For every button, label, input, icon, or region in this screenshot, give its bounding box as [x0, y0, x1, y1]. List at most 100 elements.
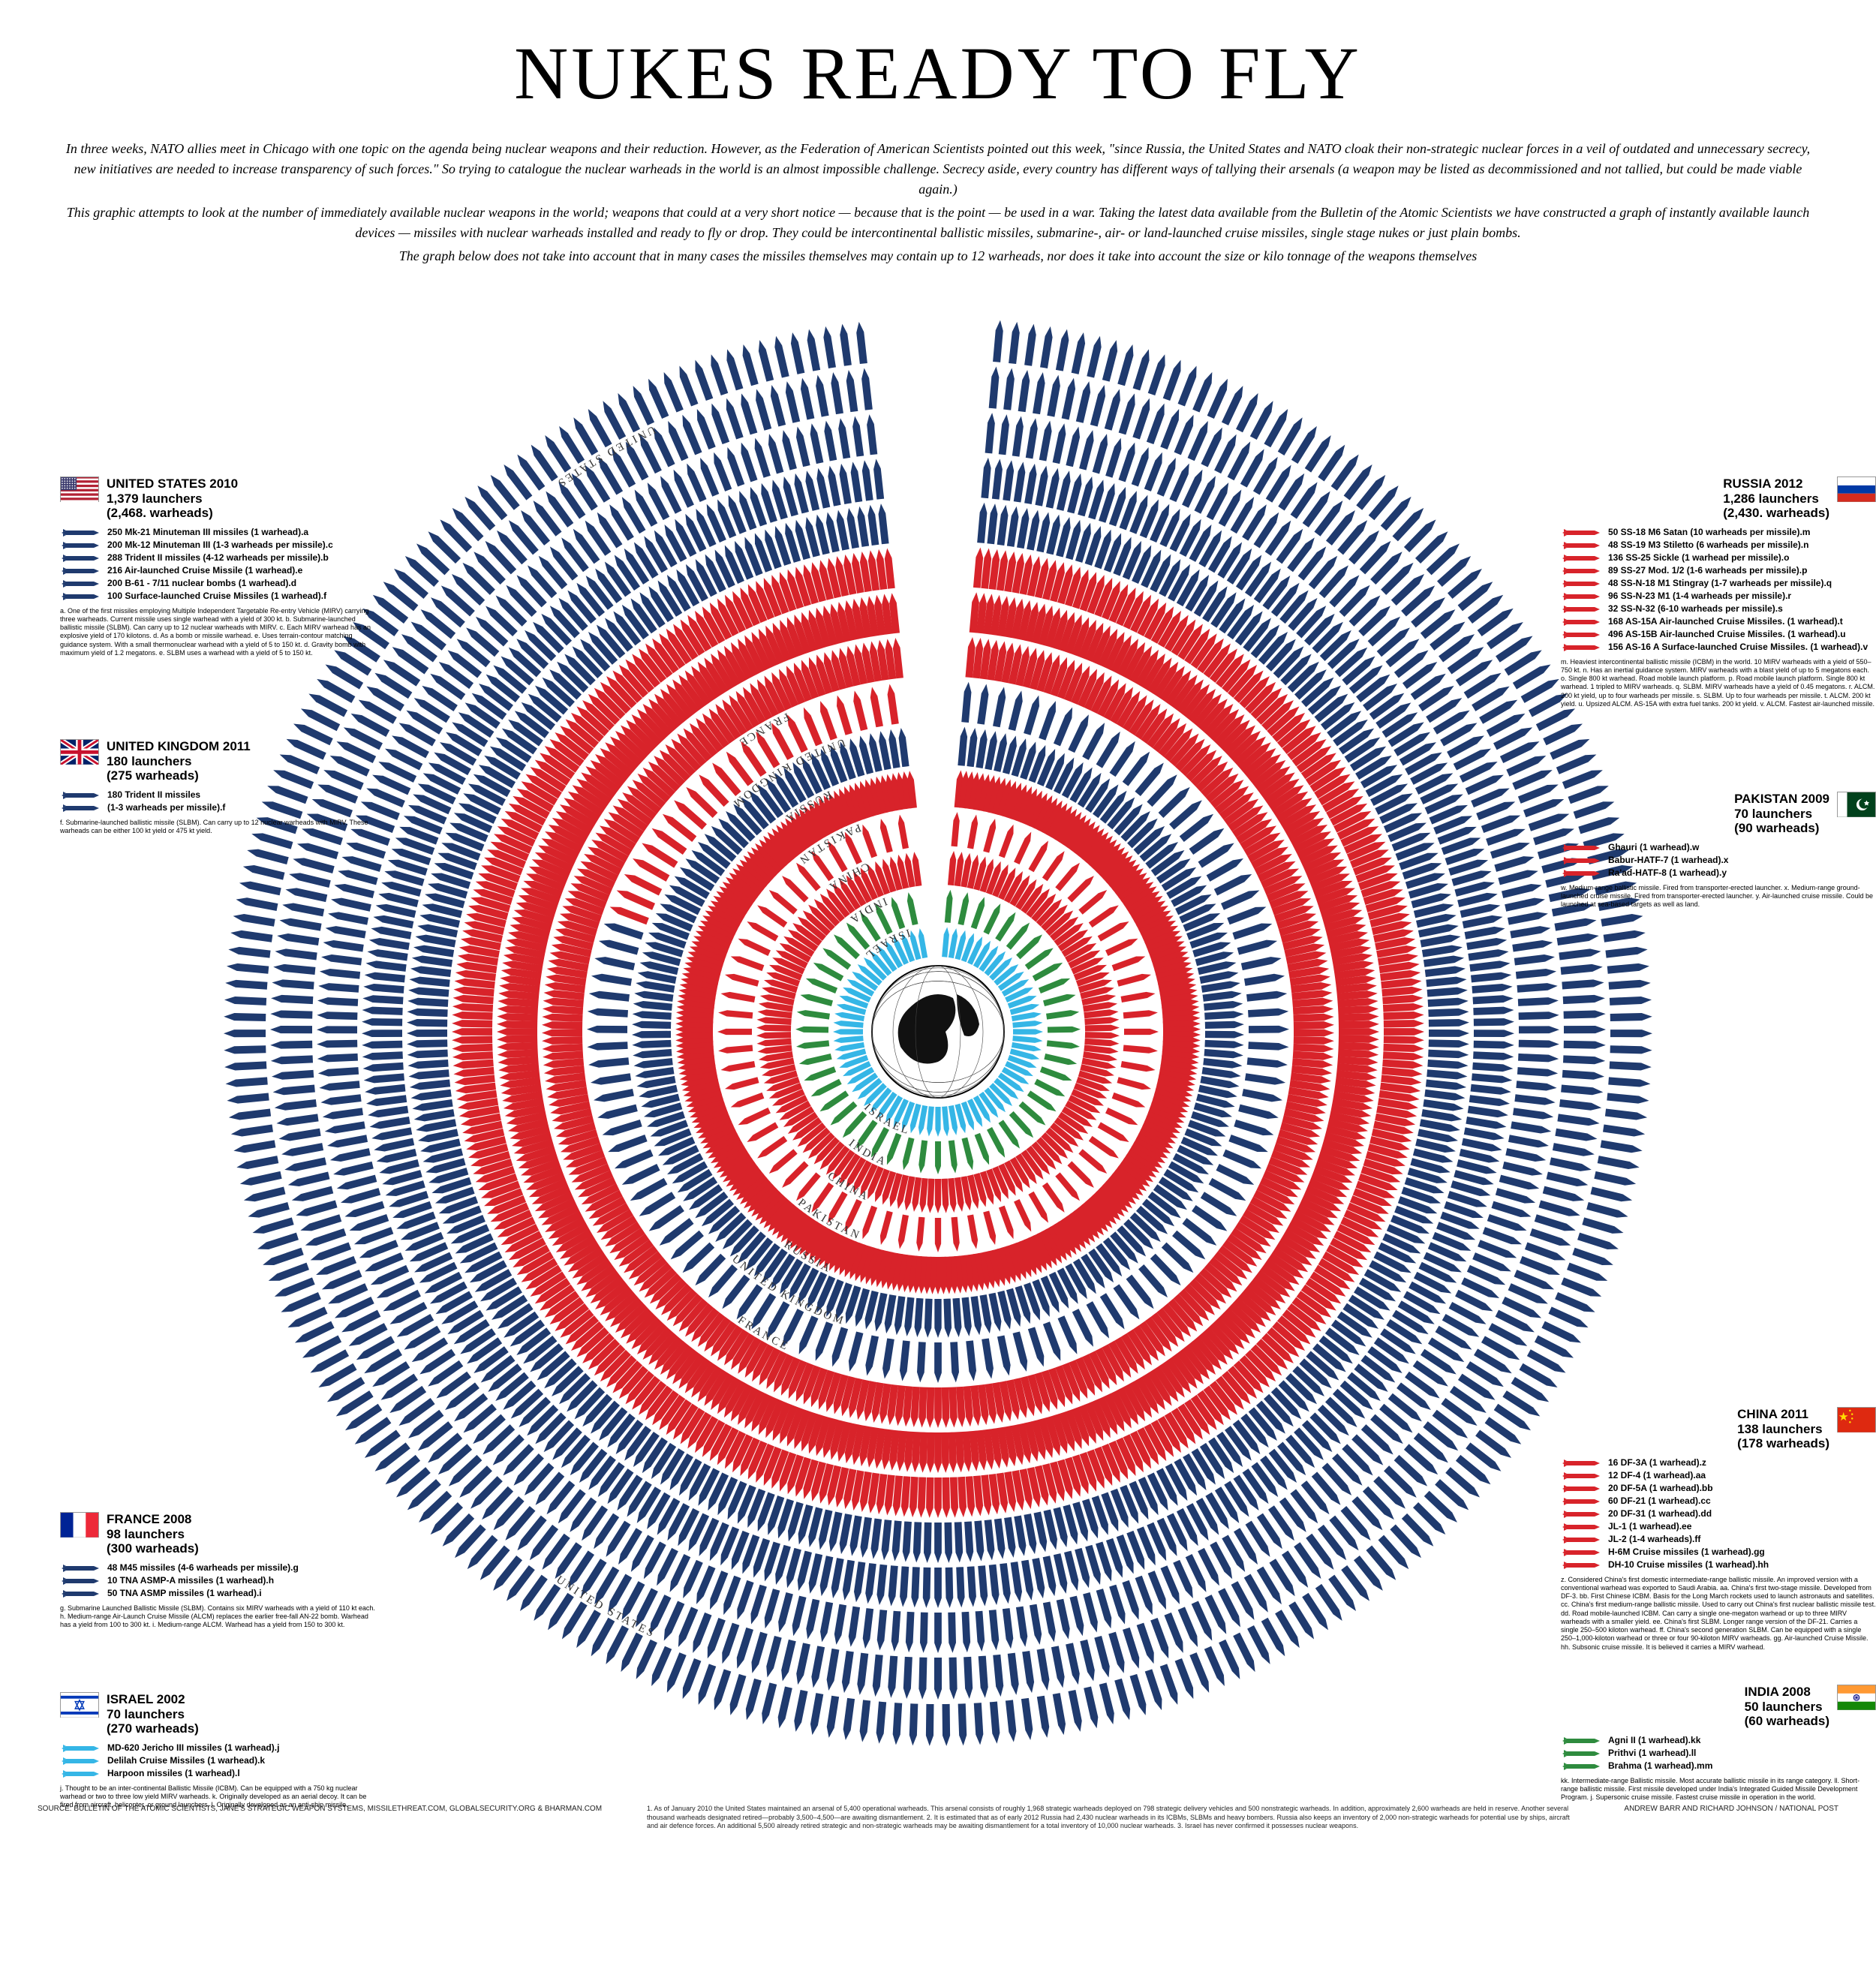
missile-glyph [284, 885, 327, 902]
missile-glyph [934, 1387, 942, 1428]
missile-glyph [324, 1121, 365, 1135]
missile-glyph [1610, 1013, 1652, 1021]
missile-glyph [1603, 1124, 1646, 1138]
missile-icon [60, 1589, 101, 1597]
missile-glyph [1124, 1029, 1159, 1035]
missile-glyph [271, 1055, 313, 1065]
missile-glyph [1012, 1036, 1042, 1044]
missile-glyph [987, 504, 998, 545]
missile-glyph [708, 353, 728, 395]
missile-icon [60, 592, 101, 600]
missile-glyph [337, 867, 378, 885]
missile-glyph [1383, 1051, 1424, 1061]
missile-glyph [1605, 945, 1648, 957]
missile-glyph [236, 896, 278, 911]
missile-glyph [1471, 971, 1512, 982]
missile-glyph [955, 1522, 964, 1562]
missile-glyph [900, 1138, 914, 1171]
legend-item: 156 AS-16 A Surface-launched Cruise Miss… [1561, 642, 1876, 652]
missile-glyph [974, 1520, 985, 1562]
missile-icon [1561, 1523, 1602, 1530]
missile-glyph [330, 896, 371, 912]
missile-glyph [1228, 1135, 1269, 1156]
missile-glyph [1472, 983, 1513, 994]
legend-item: 89 SS-27 Mod. 1/2 (1-6 warheads per miss… [1561, 565, 1876, 576]
missile-glyph [1123, 1628, 1142, 1670]
missile-glyph [692, 359, 714, 401]
missile-glyph [632, 1040, 671, 1049]
legend-item: (1-3 warheads per missile).f [60, 802, 375, 813]
missile-glyph [317, 1012, 357, 1020]
missile-glyph [1555, 1129, 1598, 1143]
missile-glyph [967, 814, 979, 849]
missile-glyph [1601, 1140, 1643, 1154]
missile-glyph [934, 1342, 942, 1383]
missile-glyph [287, 1172, 330, 1189]
missile-glyph [1249, 1026, 1289, 1033]
missile-glyph [224, 1061, 266, 1071]
missile-glyph [810, 1646, 825, 1688]
missile-glyph [270, 1010, 312, 1019]
missile-icon [1561, 1459, 1602, 1466]
missile-glyph [1561, 1084, 1604, 1096]
missile-glyph [1123, 1009, 1159, 1018]
missile-glyph [1474, 1030, 1514, 1037]
legend-item: 496 AS-15B Air-launched Cruise Missiles.… [1561, 629, 1876, 639]
missile-glyph [743, 1679, 762, 1721]
missile-glyph [979, 1656, 989, 1699]
missile-glyph [1468, 948, 1509, 960]
missile-glyph [918, 1658, 927, 1700]
missile-glyph [829, 371, 843, 414]
legend-item: 16 DF-3A (1 warhead).z [1561, 1457, 1876, 1468]
missile-icon [60, 567, 101, 574]
legend-item: 32 SS-N-32 (6-10 warheads per missile).s [1561, 603, 1876, 614]
legend-warheads: (270 warheads) [107, 1721, 199, 1736]
legend-item: H-6M Cruise missiles (1 warhead).gg [1561, 1547, 1876, 1557]
missile-glyph [407, 1039, 447, 1048]
radial-svg: ISRAELISRAELINDIAINDIACHINACHINAPAKISTAN… [203, 296, 1673, 1767]
missile-glyph [1006, 1700, 1018, 1742]
missile-glyph [452, 1051, 493, 1061]
missile-glyph [935, 1107, 940, 1137]
missile-glyph [1085, 1024, 1120, 1031]
missile-glyph [958, 1477, 967, 1517]
legend-russia: RUSSIA 2012 1,286 launchers (2,430. warh… [1561, 476, 1876, 708]
missile-glyph [317, 1026, 357, 1033]
missile-glyph [864, 1563, 876, 1604]
missile-glyph [974, 1703, 984, 1745]
missile-glyph [809, 1693, 824, 1736]
missile-glyph [881, 1338, 894, 1379]
missile-glyph [740, 344, 759, 386]
missile-glyph [724, 972, 759, 987]
legend-item: 136 SS-25 Sickle (1 warhead per missile)… [1561, 552, 1876, 563]
missile-glyph [1037, 1649, 1051, 1691]
missile-icon [60, 791, 101, 798]
missile-glyph [951, 812, 960, 847]
missile-glyph [1473, 1006, 1514, 1015]
missile-glyph [997, 1335, 1012, 1376]
missile-glyph [990, 1702, 1001, 1745]
missile-icon [60, 541, 101, 549]
missile-glyph [633, 1000, 672, 1011]
legend-item: 200 B-61 - 7/11 nuclear bombs (1 warhead… [60, 578, 375, 588]
missile-glyph [452, 1028, 492, 1036]
missile-glyph [407, 1050, 447, 1059]
missile-glyph [1054, 706, 1076, 747]
legend-item: 200 Mk-12 Minuteman III (1-3 warheads pe… [60, 540, 375, 550]
legend-item: Brahma (1 warhead).mm [1561, 1760, 1876, 1771]
missile-glyph [749, 1632, 768, 1675]
missile-glyph [934, 1432, 942, 1473]
legend-title: ISRAEL 2002 [107, 1692, 199, 1707]
missile-glyph [1067, 1161, 1096, 1189]
missile-icon [1561, 554, 1602, 561]
missile-glyph [362, 1041, 402, 1049]
legend-launchers: 70 launchers [1734, 807, 1829, 822]
missile-glyph [825, 1649, 839, 1691]
missile-glyph [967, 1566, 977, 1607]
missile-glyph [1039, 699, 1059, 740]
missile-glyph [796, 1009, 830, 1020]
missile-glyph [1028, 1192, 1051, 1225]
missile-glyph [1562, 1070, 1605, 1081]
missile-glyph [851, 416, 864, 457]
missile-glyph [1078, 888, 1109, 915]
